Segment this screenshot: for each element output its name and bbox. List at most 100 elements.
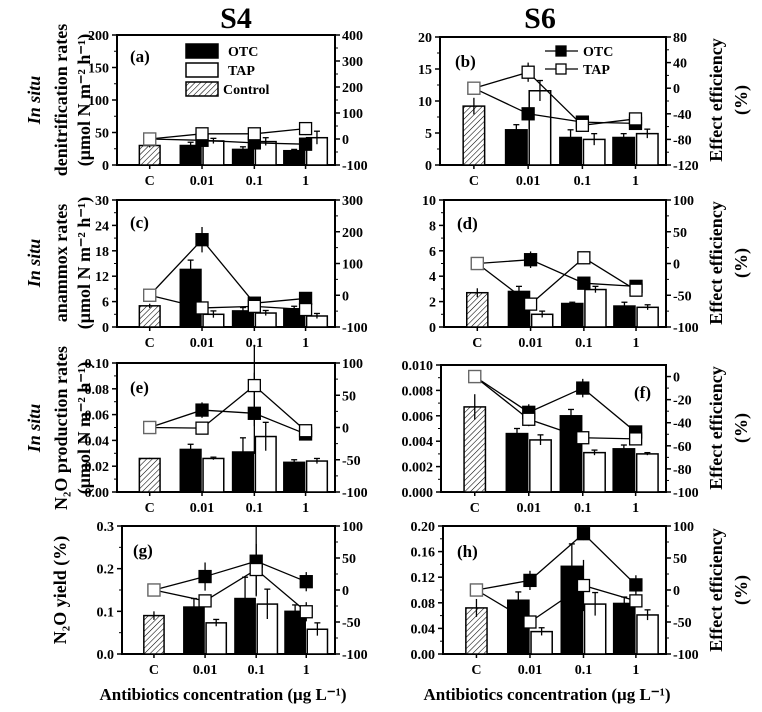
effect-marker-tap <box>523 297 538 311</box>
bar-tap <box>635 453 659 493</box>
effect-marker-otc <box>523 573 537 588</box>
y-tick-label: 200 <box>88 29 109 44</box>
row-label-units: (μmol N m⁻² h⁻¹) <box>74 197 95 330</box>
right-axis-title: Effect efficiency <box>706 366 726 489</box>
effect-marker-otc <box>576 381 590 395</box>
x-tick-label: C <box>469 174 479 189</box>
x-tick-label: 0.1 <box>575 663 593 678</box>
y-tick-label: 0.06 <box>85 409 110 424</box>
effect-marker-tap <box>629 594 643 608</box>
y2-tick-label: 50 <box>342 389 356 404</box>
y-tick-label: 0.1 <box>97 605 115 620</box>
panel-e: 0.00 0.02 0.04 0.06 0.08 0.10 -100 -50 0 50 100 C 0.… <box>85 344 368 516</box>
y2-tick-label: -50 <box>673 289 692 304</box>
panel-label: (g) <box>133 541 153 560</box>
y2-tick-label: 0 <box>342 584 349 599</box>
panel-label: (a) <box>130 47 150 66</box>
bar-otc <box>559 415 583 493</box>
y2-tick-label: -50 <box>342 454 361 469</box>
y2-tick-label: -80 <box>673 133 692 148</box>
bar-tap <box>584 288 607 328</box>
row-label-in-situ: In situ <box>24 239 44 289</box>
y-tick-label: 0.04 <box>411 622 436 637</box>
x-tick-label: 0.1 <box>574 501 592 516</box>
effect-marker-tap <box>629 283 643 297</box>
y-tick-label: 20 <box>418 31 432 46</box>
y2-tick-label: -120 <box>673 159 699 174</box>
y2-tick-label: 200 <box>342 81 363 96</box>
y-tick-label: 0.20 <box>411 520 436 535</box>
y-tick-label: 0.008 <box>402 384 434 399</box>
y2-tick-label: -80 <box>673 463 692 478</box>
effect-marker-otc <box>195 403 209 417</box>
y-tick-label: 6 <box>102 296 109 311</box>
bar-control <box>143 614 165 655</box>
effect-line-otc <box>149 238 306 304</box>
legend-swatch-otc <box>185 43 219 59</box>
y-tick-label: 8 <box>429 219 436 234</box>
effect-marker-tap <box>522 412 536 426</box>
y-tick-label: 10 <box>422 194 436 209</box>
effect-line-otc <box>476 532 637 591</box>
x-tick-label: 0.1 <box>575 336 593 351</box>
effect-marker-tap <box>247 299 261 314</box>
y2-tick-label: -50 <box>673 616 692 631</box>
y-tick-label: 0 <box>425 159 432 174</box>
panel-label: (b) <box>455 52 476 71</box>
x-tick-label: 0.01 <box>190 336 215 351</box>
y-tick-label: 0.2 <box>97 563 115 578</box>
effect-marker-tap <box>576 578 591 593</box>
x-tick-label: 0.1 <box>246 501 264 516</box>
bar-tap <box>636 306 659 328</box>
panel-a: 0 50 100 150 200 -100 0 100 200 300 400 C 0.01 0.1 1 (a… <box>88 29 368 189</box>
bar-otc <box>612 602 636 655</box>
effect-marker-otc <box>299 575 313 589</box>
effect-marker-tap <box>299 605 313 619</box>
effect-marker-tap <box>577 251 591 265</box>
row-label-title: anammox rates <box>51 204 71 322</box>
y2-tick-label: -100 <box>673 321 699 336</box>
effect-marker-tap <box>195 301 209 315</box>
effect-marker-tap <box>469 583 484 597</box>
bar-tap <box>202 457 225 493</box>
row-label-title: denitrification rates <box>51 24 71 176</box>
y2-tick-label: -50 <box>342 616 361 631</box>
y2-tick-label: 100 <box>342 357 363 372</box>
right-axis-title: Effect efficiency <box>706 201 726 324</box>
y-tick-label: 30 <box>95 194 109 209</box>
x-tick-label: 1 <box>302 174 309 189</box>
y-tick-label: 0.00 <box>411 648 436 663</box>
x-tick-label: 0.1 <box>246 174 264 189</box>
panel-f: 0.0000.0020.0040.0060.0080.010-100-80-60… <box>402 359 699 516</box>
y2-tick-label: 100 <box>342 107 363 122</box>
effect-line-tap <box>149 294 306 311</box>
panel-h: 0.00 0.04 0.08 0.12 0.16 0.20 -100 -50 0 50 100 C 0.… <box>411 520 699 678</box>
y2-tick-label: 200 <box>342 226 363 241</box>
effect-line-tap <box>476 584 637 623</box>
y2-tick-label: 100 <box>673 520 694 535</box>
bar-tap <box>528 90 552 166</box>
x-tick-label: C <box>472 336 482 351</box>
x-tick-label: C <box>145 501 155 516</box>
effect-marker-tap <box>576 431 590 445</box>
bar-control <box>462 105 486 166</box>
y-tick-label: 4 <box>429 270 436 285</box>
effect-line-tap <box>476 256 637 305</box>
row-label-3: In situ N₂O production rates (μmol N m⁻² h… <box>24 346 95 510</box>
y2-tick-label: -100 <box>342 648 368 663</box>
row-label-in-situ: In situ <box>24 76 44 126</box>
effect-marker-otc <box>298 291 313 306</box>
y-tick-label: 12 <box>95 270 109 285</box>
bar-tap <box>305 460 329 493</box>
y-tick-label: 0.08 <box>411 597 436 612</box>
y2-tick-label: 0 <box>673 82 680 97</box>
legend-label-tap: TAP <box>583 63 610 78</box>
x-tick-label: 1 <box>302 501 309 516</box>
y-tick-label: 0.04 <box>85 434 110 449</box>
x-tick-label: C <box>145 336 155 351</box>
effect-line-otc <box>153 560 307 591</box>
bar-tap <box>635 132 659 166</box>
bar-control <box>138 305 161 328</box>
y-tick-label: 150 <box>88 62 109 77</box>
y2-tick-label: 0 <box>342 289 349 304</box>
